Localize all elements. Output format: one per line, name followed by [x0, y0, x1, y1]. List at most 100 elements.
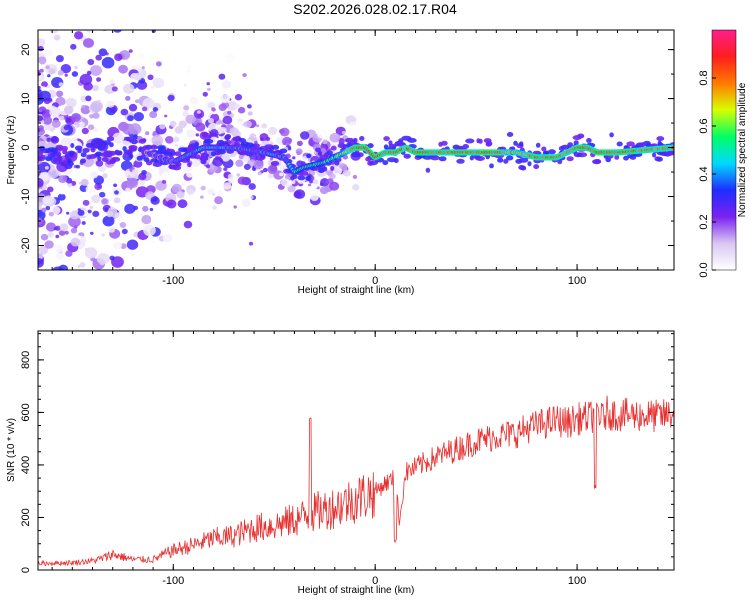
spectrogram-cell	[407, 137, 417, 143]
spectrogram-cell	[67, 182, 73, 188]
spectrogram-cell	[186, 129, 196, 138]
spectrogram-cell	[252, 143, 260, 149]
spectrogram-cell	[71, 71, 79, 77]
spectrogram-cell	[135, 99, 140, 104]
spectrogram-cell	[572, 135, 582, 141]
spectrogram-cell	[56, 13, 66, 22]
colorbar-tick-label: 0.4	[698, 166, 710, 181]
colorbar-tick-label: 0.8	[698, 70, 710, 85]
spectrogram-cell	[66, 211, 70, 215]
spectrogram-cell	[81, 221, 86, 225]
spectrogram-cell	[88, 124, 95, 130]
spectrogram-cell	[109, 79, 115, 85]
spectrogram-cell	[97, 156, 102, 162]
spectrogram-cell	[48, 211, 54, 217]
spectrogram-cell	[465, 138, 475, 144]
spectrogram-cell	[133, 72, 143, 81]
spectrogram-cell	[95, 54, 102, 61]
spectrogram-cell	[171, 183, 182, 193]
spectrogram-cell	[337, 143, 347, 149]
spectrogram-cell	[145, 131, 150, 136]
spectrogram-cell	[100, 152, 110, 157]
spectrogram-cell	[489, 163, 494, 169]
spectrogram-cell	[74, 65, 78, 70]
spectrogram-cell	[383, 136, 390, 142]
spectrogram-cell	[322, 139, 328, 145]
spectrogram-cell	[97, 99, 101, 104]
spectrogram-cell	[520, 165, 527, 171]
y-tick-label: 0	[20, 567, 32, 573]
spectrogram-cell	[63, 105, 74, 115]
spectrogram-cell	[280, 178, 290, 187]
y-tick-label: -10	[20, 189, 32, 205]
spectrogram-cell	[95, 151, 103, 157]
spectrogram-cell	[329, 181, 340, 191]
spectrogram-cell	[80, 152, 87, 158]
chart-title: S202.2026.028.02.17.R04	[293, 1, 457, 17]
spectrogram-cell	[506, 132, 514, 137]
spectrogram-cell	[174, 126, 184, 134]
spectrogram-cell	[58, 82, 64, 87]
spectrogram-cell	[56, 90, 64, 98]
spectrogram-cell	[60, 63, 72, 74]
spectrogram-cell	[130, 252, 136, 257]
spectrogram-cell	[296, 140, 303, 147]
spectrogram-cell	[38, 45, 44, 52]
snr-ylabel: SNR (10 * v/v)	[6, 418, 17, 482]
spectrogram-cell	[38, 250, 42, 254]
spectrogram-cell	[202, 91, 208, 97]
spectrogram-cell	[221, 153, 231, 162]
spectrogram-cell	[150, 196, 160, 205]
spectrogram-cell	[329, 132, 341, 143]
colorbar-tick-label: 0.6	[698, 118, 710, 133]
spectrogram-cell	[119, 222, 127, 228]
spectrogram-cell	[261, 123, 267, 129]
spectrogram-cell	[299, 170, 309, 176]
spectrogram-cell	[253, 160, 264, 170]
spectrogram-cell	[101, 198, 108, 205]
spectrogram-cell	[87, 209, 92, 214]
snr-frame	[37, 330, 675, 571]
spectrogram-cell	[82, 199, 90, 206]
spectrogram-cell	[40, 233, 49, 241]
spectrogram-cell	[38, 38, 46, 47]
spectrogram-cell	[57, 193, 66, 201]
spectrogram-cell	[119, 292, 124, 297]
spectrogram-cell	[61, 146, 68, 151]
spectrogram-cell	[519, 141, 524, 147]
spectrogram-cell	[82, 148, 90, 153]
spectrogram-cell	[156, 61, 162, 67]
spectrogram-cell	[207, 188, 215, 195]
spectrogram-cell	[45, 156, 52, 162]
spectrogram-cell	[238, 138, 247, 143]
spectrogram-cell	[68, 151, 75, 157]
spectrogram-cell	[386, 157, 397, 163]
spectrogram-cell	[70, 237, 81, 247]
spectrogram-cell	[77, 148, 82, 154]
spectrogram-cell	[141, 106, 148, 112]
spectrogram-cell	[186, 170, 195, 178]
spectrogram-cell	[89, 206, 94, 209]
spectrogram-cell	[319, 182, 324, 186]
spectrogram-cell	[268, 173, 274, 179]
spectrogram-cell	[41, 81, 48, 88]
x-tick-label: -100	[162, 275, 184, 287]
spectrogram-cell	[142, 11, 146, 14]
spectrogram-cell	[292, 156, 296, 160]
spectrogram-cell	[38, 145, 46, 151]
colorbar-tick-label: 0.2	[698, 214, 710, 229]
spectrogram-cell	[64, 154, 70, 159]
spectrogram-cell	[195, 122, 206, 132]
spectrogram-cell	[38, 22, 41, 25]
spectrogram-cell	[166, 199, 177, 209]
spectrogram-cell	[143, 224, 156, 236]
spectrogram-cell	[90, 100, 103, 113]
spectrogram-cell	[194, 141, 199, 147]
spectrogram-cell	[226, 101, 238, 111]
spectrogram-cell	[206, 164, 211, 169]
spectrogram-cell	[148, 238, 155, 244]
spectrogram-cell	[54, 244, 64, 253]
spectrogram-cell	[151, 135, 164, 146]
spectrogram-cell	[174, 151, 182, 157]
